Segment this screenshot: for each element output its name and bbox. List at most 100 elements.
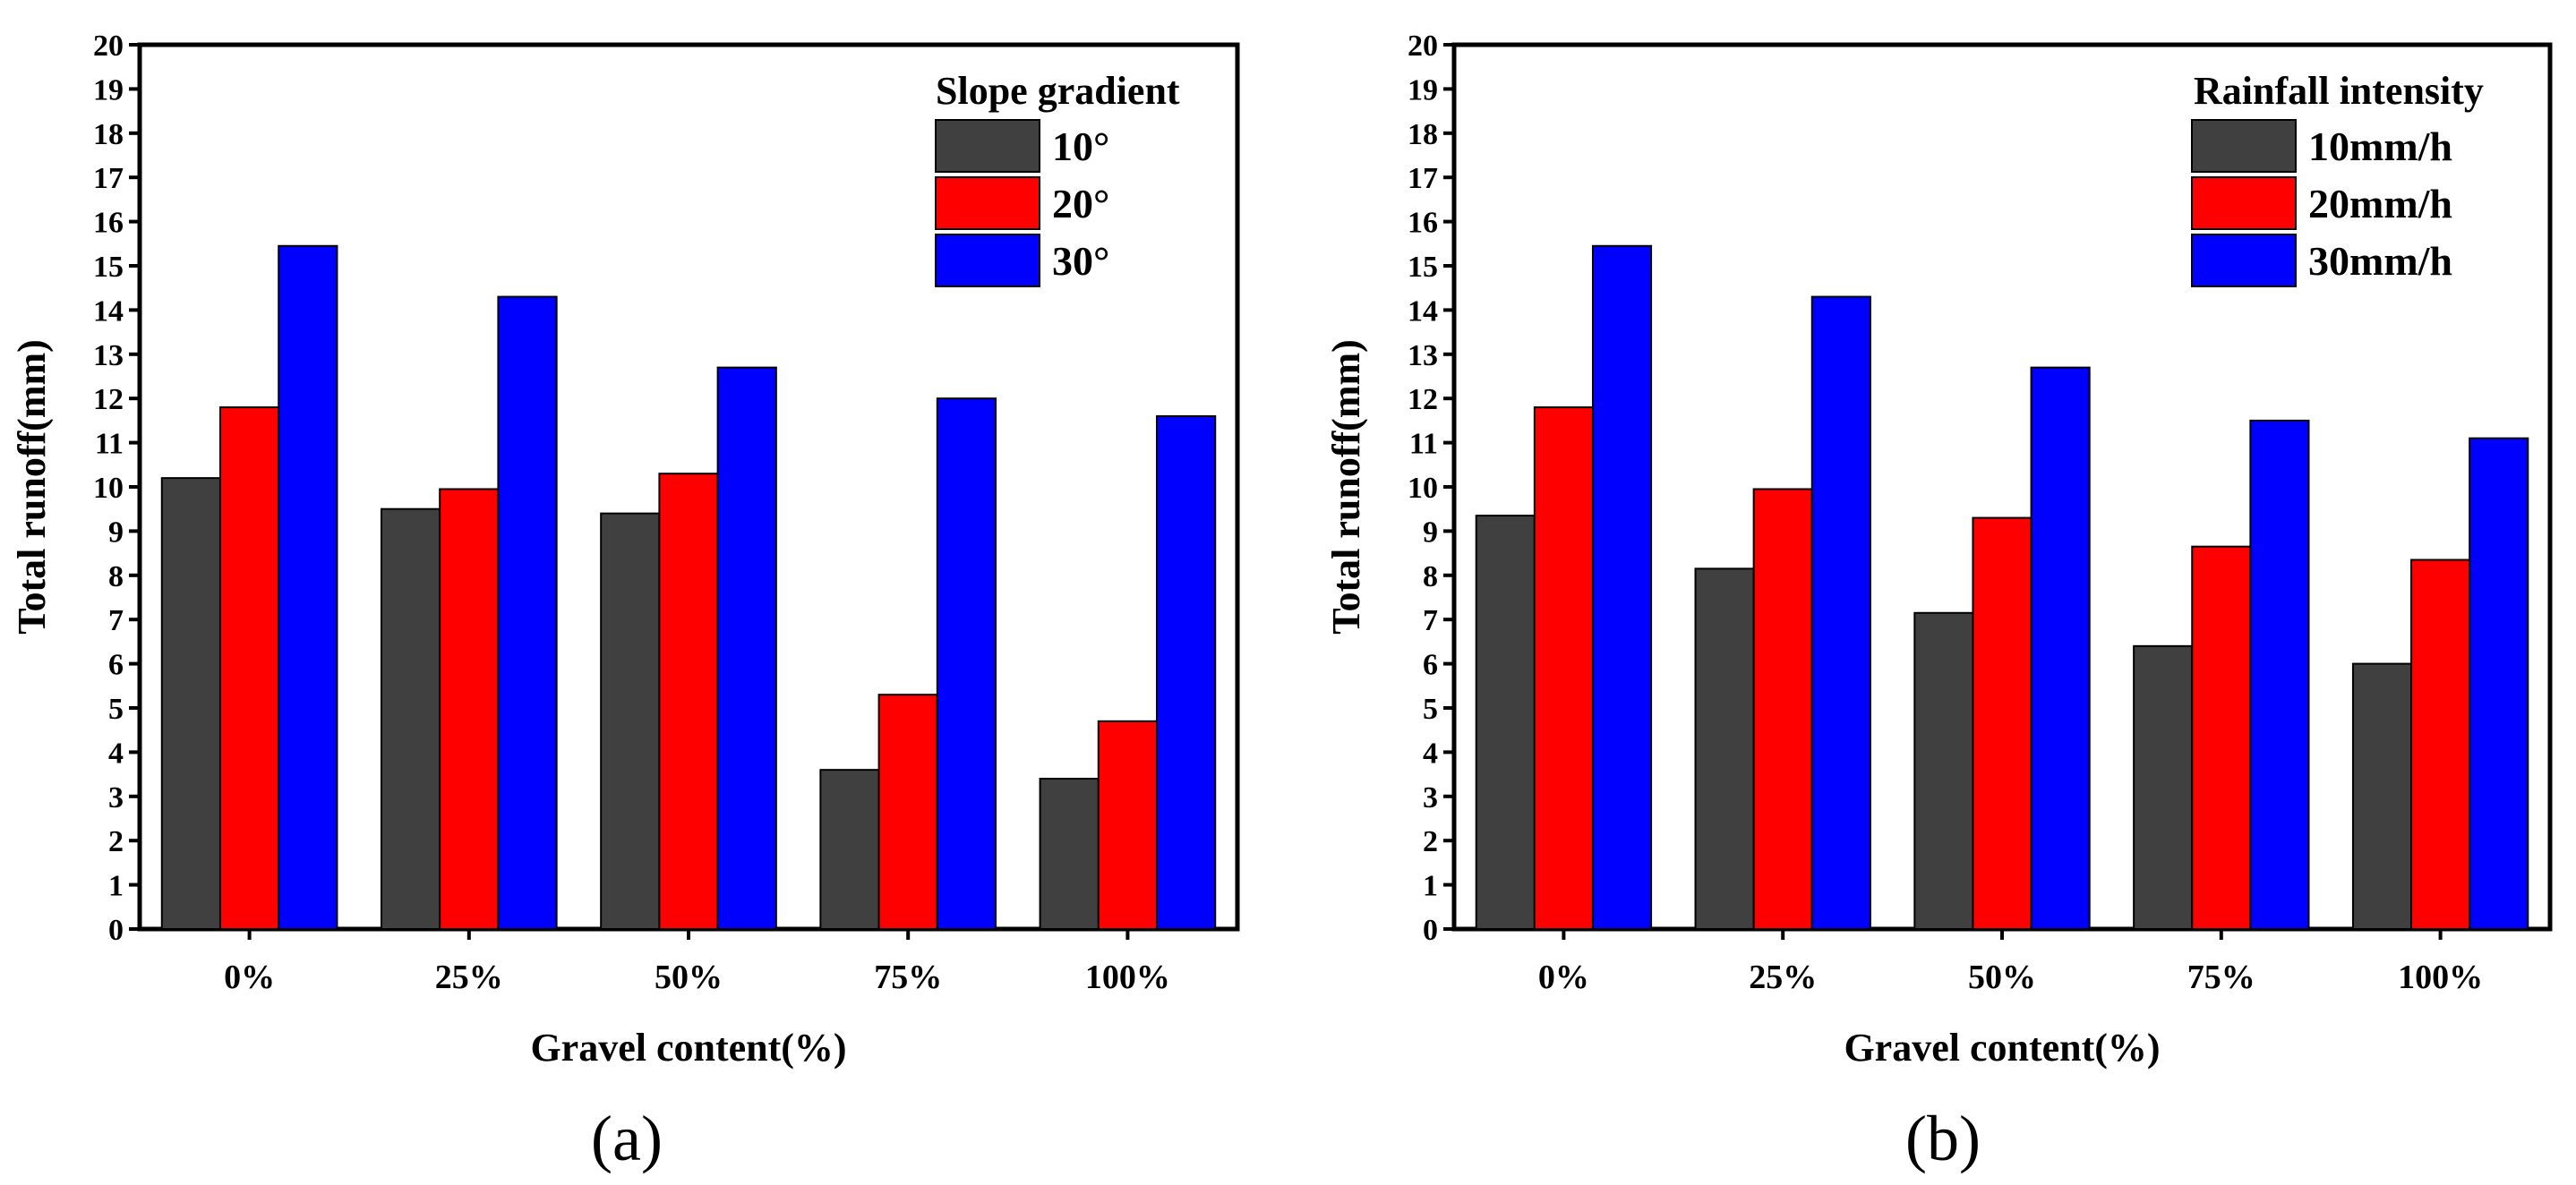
x-tick-label: 0% (1538, 959, 1589, 996)
y-tick-label: 6 (108, 649, 124, 682)
bar (218, 406, 280, 930)
bar (439, 488, 500, 930)
y-tick-label: 2 (108, 825, 124, 858)
bar (1591, 244, 1653, 930)
y-tick-label: 19 (93, 73, 124, 107)
y-tick-label: 7 (108, 604, 124, 637)
legend-label: 10mm/h (2308, 124, 2452, 169)
bar (2030, 366, 2091, 930)
y-tick-label: 5 (1423, 693, 1438, 726)
legend-swatch (2191, 234, 2297, 287)
y-tick-label: 17 (93, 162, 124, 195)
legend-swatch (2191, 119, 2297, 173)
bar (819, 769, 880, 930)
x-tick-label: 75% (2187, 959, 2255, 996)
legend-swatch (935, 119, 1040, 173)
y-tick-label: 15 (1408, 251, 1438, 284)
legend-swatch (2191, 176, 2297, 230)
y-tick-label: 11 (95, 428, 124, 461)
x-tick-label: 100% (2398, 959, 2483, 996)
x-tick-label: 0% (224, 959, 275, 996)
y-tick-label: 4 (108, 737, 124, 770)
y-tick-label: 16 (93, 207, 124, 240)
bar (600, 512, 661, 930)
bar (877, 694, 938, 930)
x-tick-label: 75% (874, 959, 942, 996)
y-tick-label: 3 (1423, 781, 1438, 814)
bar (1810, 295, 1871, 930)
y-tick-label: 12 (93, 383, 124, 416)
bar (2191, 545, 2252, 930)
y-tick-label: 19 (1408, 73, 1438, 107)
legend-title: Slope gradient (936, 69, 1180, 113)
y-tick-label: 0 (1423, 914, 1438, 947)
y-tick-label: 15 (93, 251, 124, 284)
bar (716, 366, 777, 930)
legend-label: 30mm/h (2308, 238, 2452, 284)
bar (2469, 437, 2529, 931)
x-axis-title: Gravel content(%) (530, 1026, 846, 1070)
legend-label: 20mm/h (2308, 181, 2452, 226)
bar (2351, 662, 2413, 930)
y-tick-label: 18 (1408, 118, 1438, 151)
y-tick-label: 7 (1423, 604, 1438, 637)
bar (936, 397, 997, 930)
y-tick-label: 2 (1423, 825, 1438, 858)
y-tick-label: 12 (1408, 383, 1438, 416)
legend-label: 30° (1052, 238, 1109, 284)
y-tick-label: 13 (1408, 339, 1438, 372)
x-tick-label: 50% (655, 959, 723, 996)
y-tick-label: 1 (108, 870, 124, 903)
y-tick-label: 3 (108, 781, 124, 814)
bar (1533, 406, 1594, 930)
x-tick-label: 100% (1085, 959, 1170, 996)
y-tick-label: 9 (1423, 516, 1438, 549)
y-tick-label: 10 (93, 472, 124, 505)
y-tick-label: 20 (93, 30, 124, 63)
bar (160, 477, 221, 930)
legend-title: Rainfall intensity (2194, 69, 2484, 113)
bar (2249, 419, 2310, 930)
panel-label: (a) (591, 1103, 663, 1174)
legend-label: 20° (1052, 181, 1109, 226)
bar (2133, 644, 2194, 931)
bar (1156, 414, 1217, 930)
x-tick-label: 25% (435, 959, 503, 996)
y-tick-label: 16 (1408, 207, 1438, 240)
x-tick-label: 50% (1968, 959, 2036, 996)
y-tick-label: 1 (1423, 870, 1438, 903)
y-tick-label: 8 (108, 560, 124, 593)
legend-swatch (935, 234, 1040, 287)
panel-label: (b) (1905, 1103, 1981, 1174)
y-axis-title: Total runoff(mm) (10, 339, 54, 635)
y-tick-label: 8 (1423, 560, 1438, 593)
y-tick-label: 9 (108, 516, 124, 549)
bar (1913, 611, 1974, 930)
y-tick-label: 13 (93, 339, 124, 372)
x-axis-title: Gravel content(%) (1844, 1026, 2160, 1070)
bar (497, 295, 558, 930)
y-tick-label: 14 (93, 294, 124, 328)
bar (1752, 488, 1813, 930)
bar (1694, 567, 1755, 930)
y-tick-label: 17 (1408, 162, 1438, 195)
y-tick-label: 10 (1408, 472, 1438, 505)
y-tick-label: 18 (93, 118, 124, 151)
bar (380, 507, 441, 930)
y-tick-label: 0 (108, 914, 124, 947)
legend-label: 10° (1052, 124, 1109, 169)
bar (1097, 720, 1159, 930)
y-tick-label: 5 (108, 693, 124, 726)
y-tick-label: 20 (1408, 30, 1438, 63)
y-tick-label: 14 (1408, 294, 1438, 328)
y-tick-label: 4 (1423, 737, 1438, 770)
bar (658, 473, 719, 930)
bar (278, 244, 338, 930)
bar (1039, 778, 1100, 930)
bar (1972, 516, 2033, 931)
y-tick-label: 6 (1423, 649, 1438, 682)
legend-swatch (935, 176, 1040, 230)
